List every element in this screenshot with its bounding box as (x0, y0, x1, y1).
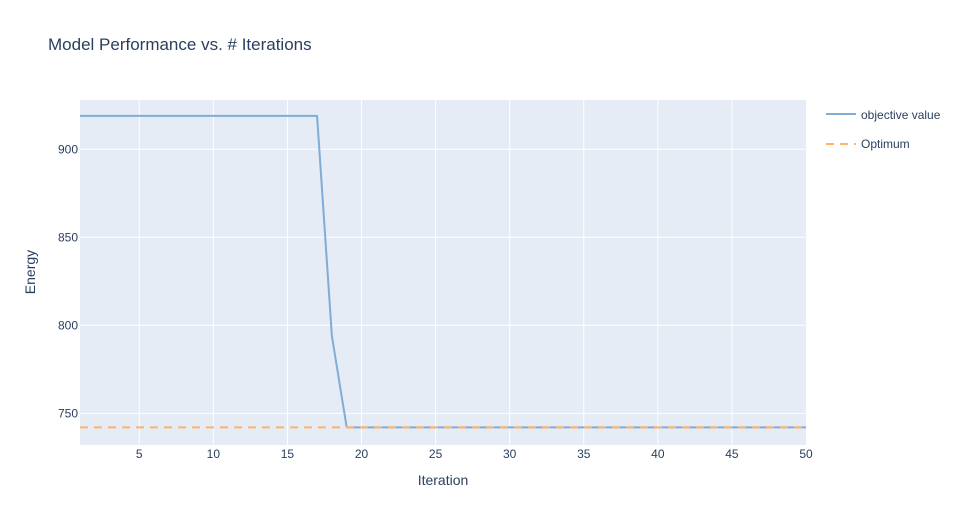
x-tick-label: 50 (799, 447, 813, 461)
x-tick-label: 45 (725, 447, 739, 461)
legend-label-objective-value: objective value (861, 108, 941, 122)
y-tick-label: 750 (58, 406, 78, 420)
y-tick-label: 900 (58, 142, 78, 156)
y-tick-label: 850 (58, 230, 78, 244)
x-axis-title: Iteration (418, 472, 469, 488)
grid-lines (80, 100, 806, 445)
y-axis-title: Energy (22, 250, 38, 294)
legend-item-optimum[interactable]: Optimum (826, 137, 910, 151)
series-lines (80, 114, 806, 429)
legend[interactable]: objective value Optimum (826, 108, 941, 151)
x-axis-ticks: 5 10 15 20 25 30 35 40 45 50 (136, 447, 813, 461)
legend-item-objective-value[interactable]: objective value (826, 108, 941, 122)
x-tick-label: 25 (429, 447, 443, 461)
chart-title: Model Performance vs. # Iterations (48, 35, 312, 54)
x-tick-label: 10 (207, 447, 221, 461)
y-tick-label: 800 (58, 318, 78, 332)
x-tick-label: 40 (651, 447, 665, 461)
x-tick-label: 35 (577, 447, 591, 461)
x-tick-label: 15 (281, 447, 295, 461)
legend-label-optimum: Optimum (861, 137, 910, 151)
x-tick-label: 20 (355, 447, 369, 461)
plot-area (80, 100, 806, 445)
x-tick-label: 5 (136, 447, 143, 461)
y-axis-ticks: 750 800 850 900 (58, 142, 78, 420)
x-tick-label: 30 (503, 447, 517, 461)
